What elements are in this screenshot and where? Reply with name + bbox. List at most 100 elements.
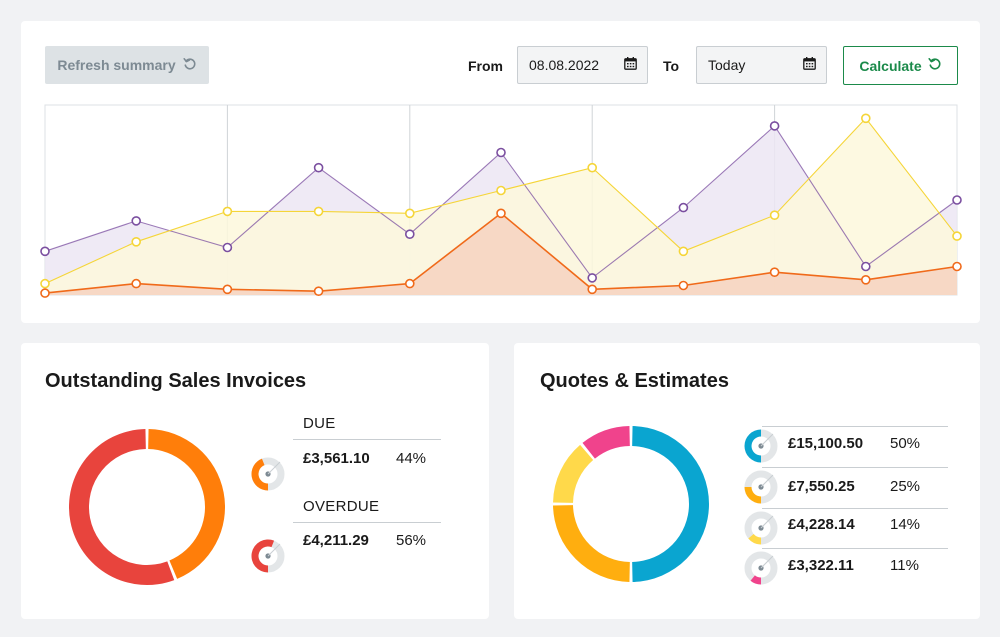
quotes-donut-slice-3[interactable] (553, 444, 594, 503)
quote-item-1-amount: £15,100.50 (788, 435, 864, 452)
quotes-donut-slice-4[interactable] (582, 426, 630, 459)
series-1-point[interactable] (860, 261, 871, 272)
sales-donut-slice-2[interactable] (68, 429, 175, 585)
sales-donut-slice-1[interactable] (148, 429, 225, 579)
series-3-point[interactable] (678, 280, 689, 291)
mini-donut-fill (744, 487, 761, 504)
overdue-mini-donut-icon (251, 539, 285, 573)
series-1-point[interactable] (678, 202, 689, 213)
quotes-donut-slice-2[interactable] (553, 505, 630, 582)
series-1-point[interactable] (404, 229, 415, 239)
series-2-point[interactable] (952, 231, 962, 241)
quotes-estimates-card: Quotes & Estimates £15,100.50 50% £7,550… (514, 343, 980, 619)
series-2-point[interactable] (404, 208, 415, 219)
series-3-point[interactable] (131, 278, 141, 289)
overdue-percent: 56% (396, 532, 427, 549)
due-percent: 44% (396, 450, 427, 467)
mini-donut-pointer (267, 543, 281, 557)
quote-item-3-percent: 14% (890, 516, 921, 533)
to-date-value: Today (708, 57, 746, 73)
series-2-point[interactable] (496, 185, 506, 196)
due-amount: £3,561.10 (303, 450, 370, 467)
series-3-point[interactable] (404, 278, 415, 289)
series-1-point[interactable] (131, 216, 141, 226)
series-1-point[interactable] (587, 273, 598, 283)
series-2-point[interactable] (40, 278, 50, 289)
summary-chart-card: Refresh summary From 08.08.2022 To Today… (21, 21, 980, 323)
series-3-point[interactable] (587, 284, 598, 295)
series-3-point[interactable] (496, 208, 506, 219)
legend-divider (762, 467, 948, 468)
due-mini-donut-icon (251, 457, 285, 491)
series-3-point[interactable] (769, 267, 780, 277)
series-2-point[interactable] (678, 246, 689, 257)
overdue-amount: £4,211.29 (303, 532, 369, 549)
series-3-point[interactable] (860, 274, 871, 285)
to-label: To (663, 58, 680, 74)
to-date-input[interactable]: Today (696, 46, 827, 84)
due-caption: DUE (303, 415, 336, 432)
series-3-point[interactable] (952, 261, 962, 272)
refresh-summary-label: Refresh summary (57, 57, 176, 73)
refresh-summary-button[interactable]: Refresh summary (45, 46, 209, 84)
mini-donut-pointer (267, 461, 281, 475)
area-chart (40, 104, 962, 298)
legend-divider (293, 439, 441, 440)
calculate-label: Calculate (859, 57, 922, 74)
outstanding-sales-invoices-card: Outstanding Sales Invoices DUE £3,561.10… (21, 343, 489, 619)
quotes-donut-chart (553, 426, 710, 582)
calendar-icon[interactable] (803, 57, 816, 73)
mini-donut-fill (748, 534, 761, 545)
from-label: From (468, 58, 503, 74)
legend-divider (762, 426, 948, 427)
series-1-point[interactable] (952, 195, 962, 205)
series-1-point[interactable] (40, 246, 50, 257)
quote-item-4-percent: 11% (890, 557, 919, 574)
from-date-value: 08.08.2022 (529, 57, 600, 73)
quote-item-2-amount: £7,550.25 (788, 478, 855, 495)
sales-card-title: Outstanding Sales Invoices (45, 370, 307, 392)
series-3-point[interactable] (40, 288, 50, 298)
series-1-point[interactable] (769, 121, 780, 131)
series-2-point[interactable] (860, 113, 871, 124)
calculate-button[interactable]: Calculate (843, 46, 958, 85)
mini-donut-fill (750, 575, 761, 585)
series-2-point[interactable] (131, 237, 141, 247)
series-2-area (45, 118, 957, 295)
sales-donut-chart (68, 429, 225, 585)
quote-item-1-mini-donut-icon (744, 429, 778, 463)
mini-donut-pointer (760, 433, 774, 447)
quote-item-2-percent: 25% (890, 478, 921, 495)
mini-donut-pointer (760, 555, 774, 569)
series-2-point[interactable] (313, 206, 324, 217)
series-3-point[interactable] (222, 284, 233, 295)
legend-divider (293, 522, 441, 523)
quote-item-4-mini-donut-icon (744, 551, 778, 585)
quote-item-3-amount: £4,228.14 (788, 516, 855, 533)
mini-donut-fill (251, 539, 275, 573)
series-2-point[interactable] (587, 162, 598, 173)
mini-donut-pointer (760, 474, 774, 488)
quote-item-2-mini-donut-icon (744, 470, 778, 504)
series-3-point[interactable] (313, 286, 324, 297)
overdue-caption: OVERDUE (303, 498, 380, 515)
series-1-point[interactable] (496, 147, 506, 158)
mini-donut-pointer (760, 515, 774, 529)
calendar-icon[interactable] (624, 57, 637, 73)
series-2-point[interactable] (222, 206, 233, 217)
quote-item-4-amount: £3,322.11 (788, 557, 854, 574)
from-date-input[interactable]: 08.08.2022 (517, 46, 648, 84)
quote-item-3-mini-donut-icon (744, 511, 778, 545)
series-1-point[interactable] (313, 162, 324, 173)
series-1-point[interactable] (222, 242, 233, 253)
series-3-area (45, 213, 957, 295)
quotes-donut-slice-1[interactable] (632, 426, 710, 582)
refresh-icon (928, 57, 942, 74)
mini-donut-fill (251, 458, 268, 491)
quote-item-1-percent: 50% (890, 435, 921, 452)
refresh-icon (183, 57, 197, 74)
series-2-point[interactable] (769, 210, 780, 220)
mini-donut-fill (744, 429, 761, 463)
legend-divider (762, 548, 948, 549)
quotes-card-title: Quotes & Estimates (540, 370, 729, 392)
